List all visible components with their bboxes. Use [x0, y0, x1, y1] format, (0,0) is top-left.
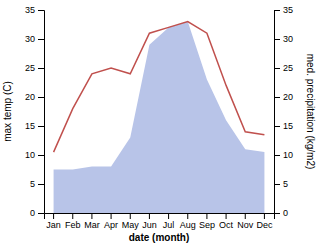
tick-mark	[149, 213, 150, 219]
tick-mark	[91, 213, 92, 219]
tick-mark	[111, 213, 112, 219]
tick-mark	[38, 213, 44, 214]
tick: Aug	[180, 213, 196, 230]
tick-label: 20	[283, 92, 293, 102]
tick: 10	[25, 150, 44, 160]
tick: 20	[274, 92, 293, 102]
x-axis: Jan FebMar Apr MayJun Jul AugSep OctNovDec	[45, 213, 275, 230]
tick: 30	[25, 34, 44, 44]
plot: Jan FebMar Apr MayJun Jul AugSep OctNovDec 0 5 10…	[25, 5, 293, 230]
tick-mark	[274, 184, 280, 185]
tick-label: 25	[25, 63, 35, 73]
tick-label: Dec	[256, 220, 273, 230]
tick: 0	[30, 208, 44, 218]
x-axis-title: date (month)	[129, 232, 190, 243]
tick-label: May	[122, 220, 140, 230]
tick-mark	[130, 213, 131, 219]
tick-label: 25	[283, 63, 293, 73]
tick-label: 15	[25, 121, 35, 131]
tick-mark	[274, 10, 280, 11]
tick-mark	[38, 155, 44, 156]
tick-label: Jul	[163, 220, 175, 230]
tick-label: 0	[283, 208, 288, 218]
line	[54, 22, 265, 153]
axis-line	[275, 11, 281, 214]
tick-label: Apr	[104, 220, 118, 230]
tick-mark	[274, 213, 280, 214]
tick-label: Mar	[84, 220, 100, 230]
tick-label: Nov	[237, 220, 254, 230]
tick: Mar	[84, 213, 100, 230]
tick: 0	[274, 208, 288, 218]
tick: 35	[274, 5, 293, 15]
tick-label: 0	[30, 208, 35, 218]
tick-mark	[38, 184, 44, 185]
y-axis: 0 5 10 15 20 25 30 35	[25, 5, 45, 218]
tick-mark	[38, 97, 44, 98]
tick-mark	[38, 39, 44, 40]
tick: May	[122, 213, 140, 230]
y2-axis-title: med. precipitation (kg/m2)	[305, 54, 316, 170]
tick-label: Jun	[142, 220, 157, 230]
tick: 30	[274, 34, 293, 44]
tick-label: Oct	[219, 220, 234, 230]
tick-label: 5	[283, 179, 288, 189]
tick: 15	[25, 121, 44, 131]
tick-label: 15	[283, 121, 293, 131]
tick-mark	[245, 213, 246, 219]
tick: 25	[274, 63, 293, 73]
axis-line	[45, 214, 275, 220]
tick-label: Aug	[180, 220, 196, 230]
tick-label: 10	[25, 150, 35, 160]
tick-mark	[226, 213, 227, 219]
tick: 35	[25, 5, 44, 15]
tick: 25	[25, 63, 44, 73]
tick-mark	[274, 97, 280, 98]
tick-label: 20	[25, 92, 35, 102]
tick-mark	[274, 155, 280, 156]
tick-label: Feb	[65, 220, 81, 230]
tick-mark	[264, 213, 265, 219]
tick-mark	[274, 68, 280, 69]
tick: Dec	[256, 213, 273, 230]
tick-label: 35	[283, 5, 293, 15]
area	[54, 22, 265, 213]
tick: 5	[274, 179, 288, 189]
y-axis-title: max temp (C)	[2, 81, 13, 142]
tick-label: 30	[25, 34, 35, 44]
tick-mark	[187, 213, 188, 219]
tick-mark	[274, 126, 280, 127]
tick: 10	[274, 150, 293, 160]
tick-label: Sep	[199, 220, 215, 230]
tick: Jun	[142, 213, 157, 230]
tick-mark	[38, 126, 44, 127]
tick-mark	[274, 39, 280, 40]
tick-mark	[72, 213, 73, 219]
tick: Feb	[65, 213, 81, 230]
marks	[54, 22, 265, 213]
tick: 15	[274, 121, 293, 131]
tick: Sep	[199, 213, 215, 230]
tick: Jan	[46, 213, 61, 230]
y2-axis: 0 5 10 15 20 25 30 35	[274, 5, 293, 218]
chart: Jan FebMar Apr MayJun Jul AugSep OctNovDec 0 5 10…	[0, 0, 318, 247]
tick-label: 5	[30, 179, 35, 189]
tick: 20	[25, 92, 44, 102]
tick-label: 35	[25, 5, 35, 15]
tick: Jul	[163, 213, 175, 230]
tick-mark	[206, 213, 207, 219]
tick-mark	[38, 10, 44, 11]
tick-mark	[168, 213, 169, 219]
tick-label: 30	[283, 34, 293, 44]
tick-mark	[53, 213, 54, 219]
tick-label: Jan	[46, 220, 61, 230]
tick-label: 10	[283, 150, 293, 160]
axis-line	[38, 11, 45, 214]
tick: Nov	[237, 213, 254, 230]
tick: Oct	[219, 213, 234, 230]
tick: 5	[30, 179, 44, 189]
tick: Apr	[104, 213, 118, 230]
tick-mark	[38, 68, 44, 69]
